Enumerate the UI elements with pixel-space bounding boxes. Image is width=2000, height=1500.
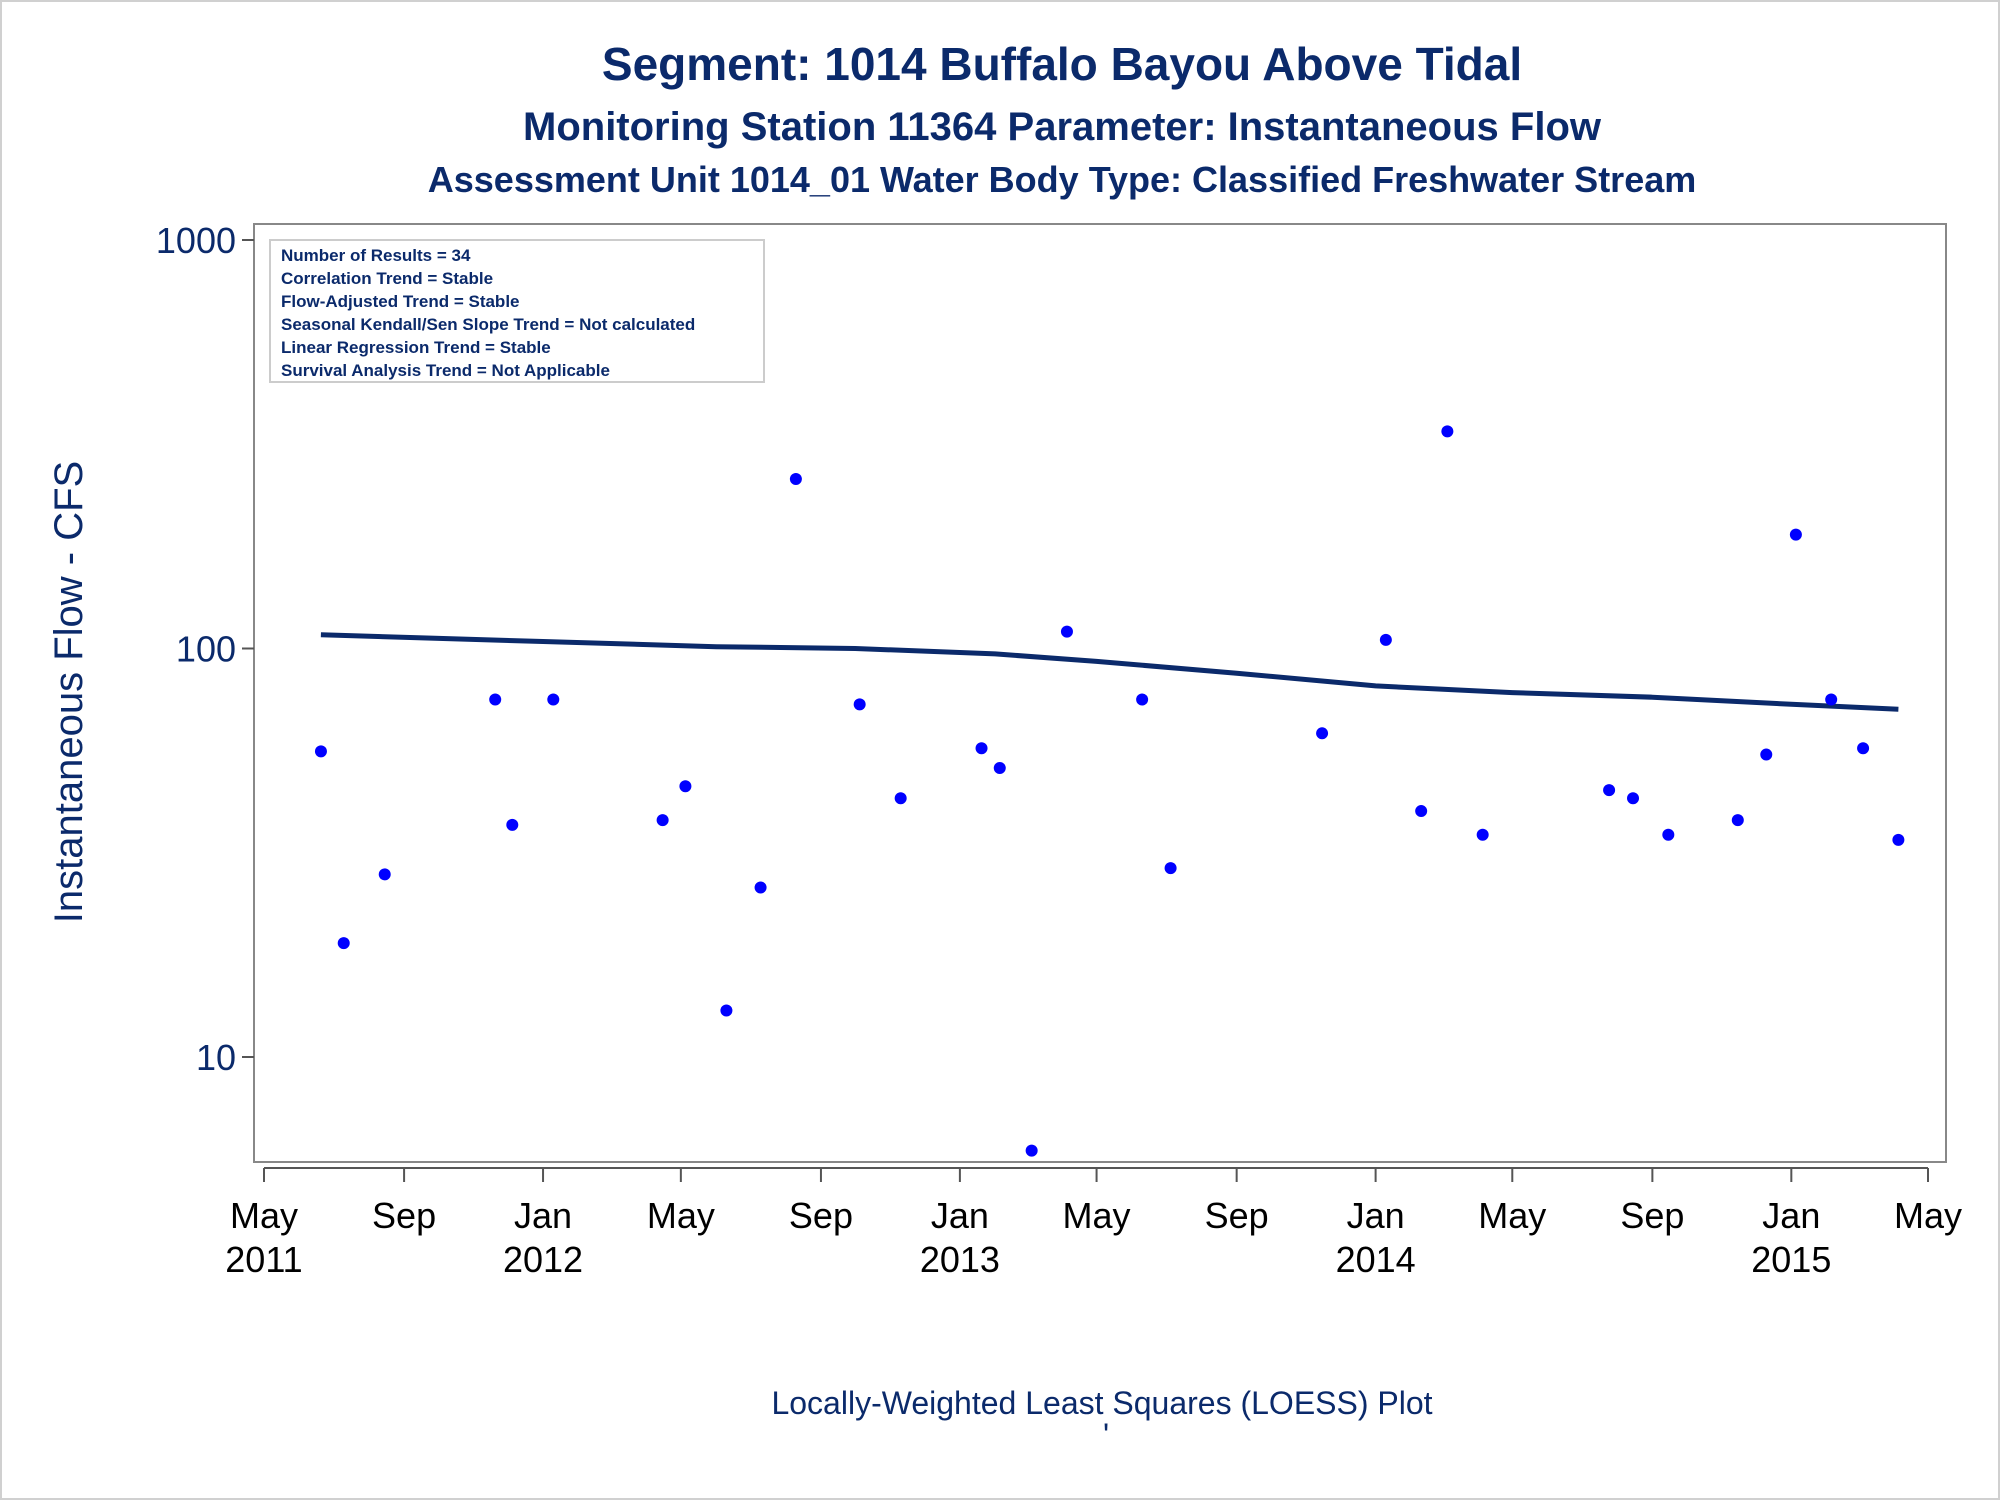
data-point [1760,748,1773,761]
data-point [1857,742,1870,755]
x-tick-year-label: 2015 [1751,1239,1831,1280]
data-point [993,761,1006,774]
stat-flow-adjusted-trend: Flow-Adjusted Trend = Stable [281,292,520,311]
data-point [1136,693,1149,706]
loess-trend-line [320,632,1899,712]
data-point [1025,1144,1038,1157]
data-point [1731,814,1744,827]
data-point [1627,792,1640,805]
x-tick-month-label: Jan [1347,1195,1405,1236]
chart-subtitle-station: Monitoring Station 11364 Parameter: Inst… [523,105,1602,149]
data-point [679,780,692,793]
stat-number-of-results: Number of Results = 34 [281,246,471,265]
x-tick-month-label: May [230,1195,298,1236]
data-point [489,693,502,706]
data-point [894,792,907,805]
stats-box: Number of Results = 34 Correlation Trend… [269,239,765,383]
data-point [1164,862,1177,875]
data-point [1316,727,1329,740]
data-point [789,472,802,485]
data-point [506,818,519,831]
x-tick-month-label: Sep [372,1195,436,1236]
data-point [337,937,350,950]
x-tick-month-label: Sep [789,1195,853,1236]
data-point [975,742,988,755]
x-tick-month-label: Jan [931,1195,989,1236]
x-tick-month-label: Sep [1620,1195,1684,1236]
data-point [754,881,767,894]
y-tick-label: 10 [196,1037,236,1078]
data-point [1379,633,1392,646]
stats-box-border [269,239,765,383]
data-point [378,868,391,881]
data-point [1603,784,1616,797]
data-point [720,1004,733,1017]
data-point [314,745,327,758]
stat-survival-analysis-trend: Survival Analysis Trend = Not Applicable [281,361,610,380]
stat-seasonal-kendall-trend: Seasonal Kendall/Sen Slope Trend = Not c… [281,315,695,334]
stat-correlation-trend: Correlation Trend = Stable [281,269,493,288]
footnote-mark: ' [1103,1417,1109,1453]
y-axis-label: Instantaneous Flow - CFS [47,461,91,923]
x-tick-month-label: May [1478,1195,1546,1236]
x-tick-year-label: 2011 [225,1239,302,1280]
x-tick-year-label: 2014 [1336,1239,1416,1280]
y-tick-label: 100 [176,629,236,670]
data-point [1415,805,1428,818]
x-tick-month-label: Jan [514,1195,572,1236]
data-point [656,814,669,827]
data-point [853,698,866,711]
data-point [1662,828,1675,841]
data-point [1789,528,1802,541]
x-tick-year-label: 2012 [503,1239,583,1280]
data-point [1892,833,1905,846]
data-point [547,693,560,706]
data-point [1476,828,1489,841]
y-tick-label: 1000 [156,220,236,261]
x-tick-month-label: May [1894,1195,1962,1236]
plot-frame [253,223,1947,1163]
x-tick-month-label: May [647,1195,715,1236]
data-point [1060,625,1073,638]
stat-linear-regression-trend: Linear Regression Trend = Stable [281,338,551,357]
x-tick-month-label: Sep [1205,1195,1269,1236]
footnote: Locally-Weighted Least Squares (LOESS) P… [771,1385,1432,1421]
x-tick-month-label: May [1063,1195,1131,1236]
chart-title: Segment: 1014 Buffalo Bayou Above Tidal [602,38,1522,90]
data-point [1441,425,1454,438]
chart-subtitle-assessment: Assessment Unit 1014_01 Water Body Type:… [428,159,1697,200]
data-point [1825,693,1838,706]
x-tick-year-label: 2013 [920,1239,1000,1280]
x-tick-month-label: Jan [1762,1195,1820,1236]
